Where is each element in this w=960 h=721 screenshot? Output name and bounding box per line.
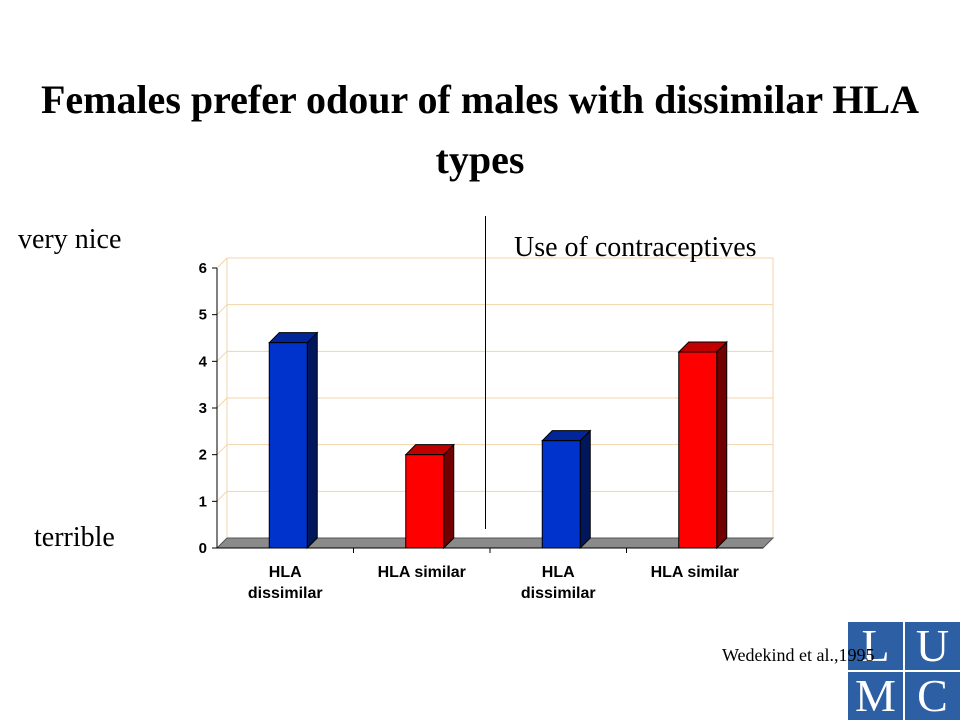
bar xyxy=(405,454,445,549)
lumc-logo: L U M C xyxy=(848,622,960,720)
scale-top-label: very nice xyxy=(18,224,122,255)
y-tick-label: 4 xyxy=(199,353,208,370)
logo-letter-c: C xyxy=(905,672,960,720)
bar xyxy=(678,351,718,549)
y-tick-label: 3 xyxy=(199,400,207,417)
condition-label: Use of contraceptives xyxy=(514,232,757,263)
bar-side xyxy=(443,443,455,550)
y-tick-label: 6 xyxy=(199,260,207,277)
logo-letter-l: L xyxy=(848,622,903,670)
slide-title: Females prefer odour of males with dissi… xyxy=(40,77,920,182)
bar-side xyxy=(306,331,318,550)
scale-bottom-label: terrible xyxy=(34,522,115,553)
y-tick-label: 1 xyxy=(199,493,207,510)
bar xyxy=(268,342,308,549)
gridline-side xyxy=(216,444,228,456)
citation: Wedekind et al.,1995 xyxy=(722,645,875,665)
logo-letter-u: U xyxy=(905,622,960,670)
category-label: HLA similar xyxy=(378,564,466,581)
bar xyxy=(541,440,581,549)
divider-line xyxy=(485,216,486,529)
y-tick-label: 5 xyxy=(199,307,207,324)
category-label: HLA dissimilar xyxy=(248,564,323,602)
gridline-side xyxy=(216,304,228,316)
bar-side xyxy=(716,340,728,550)
y-tick-label: 2 xyxy=(199,447,207,464)
gridline-side xyxy=(216,490,228,502)
gridline-side xyxy=(216,257,228,269)
logo-letter-m: M xyxy=(848,672,903,720)
y-tick-label: 0 xyxy=(199,540,207,557)
bar-side xyxy=(579,429,591,550)
category-label: HLA dissimilar xyxy=(521,564,596,602)
gridline-side xyxy=(216,350,228,362)
category-label: HLA similar xyxy=(651,564,739,581)
gridline-side xyxy=(216,397,228,409)
